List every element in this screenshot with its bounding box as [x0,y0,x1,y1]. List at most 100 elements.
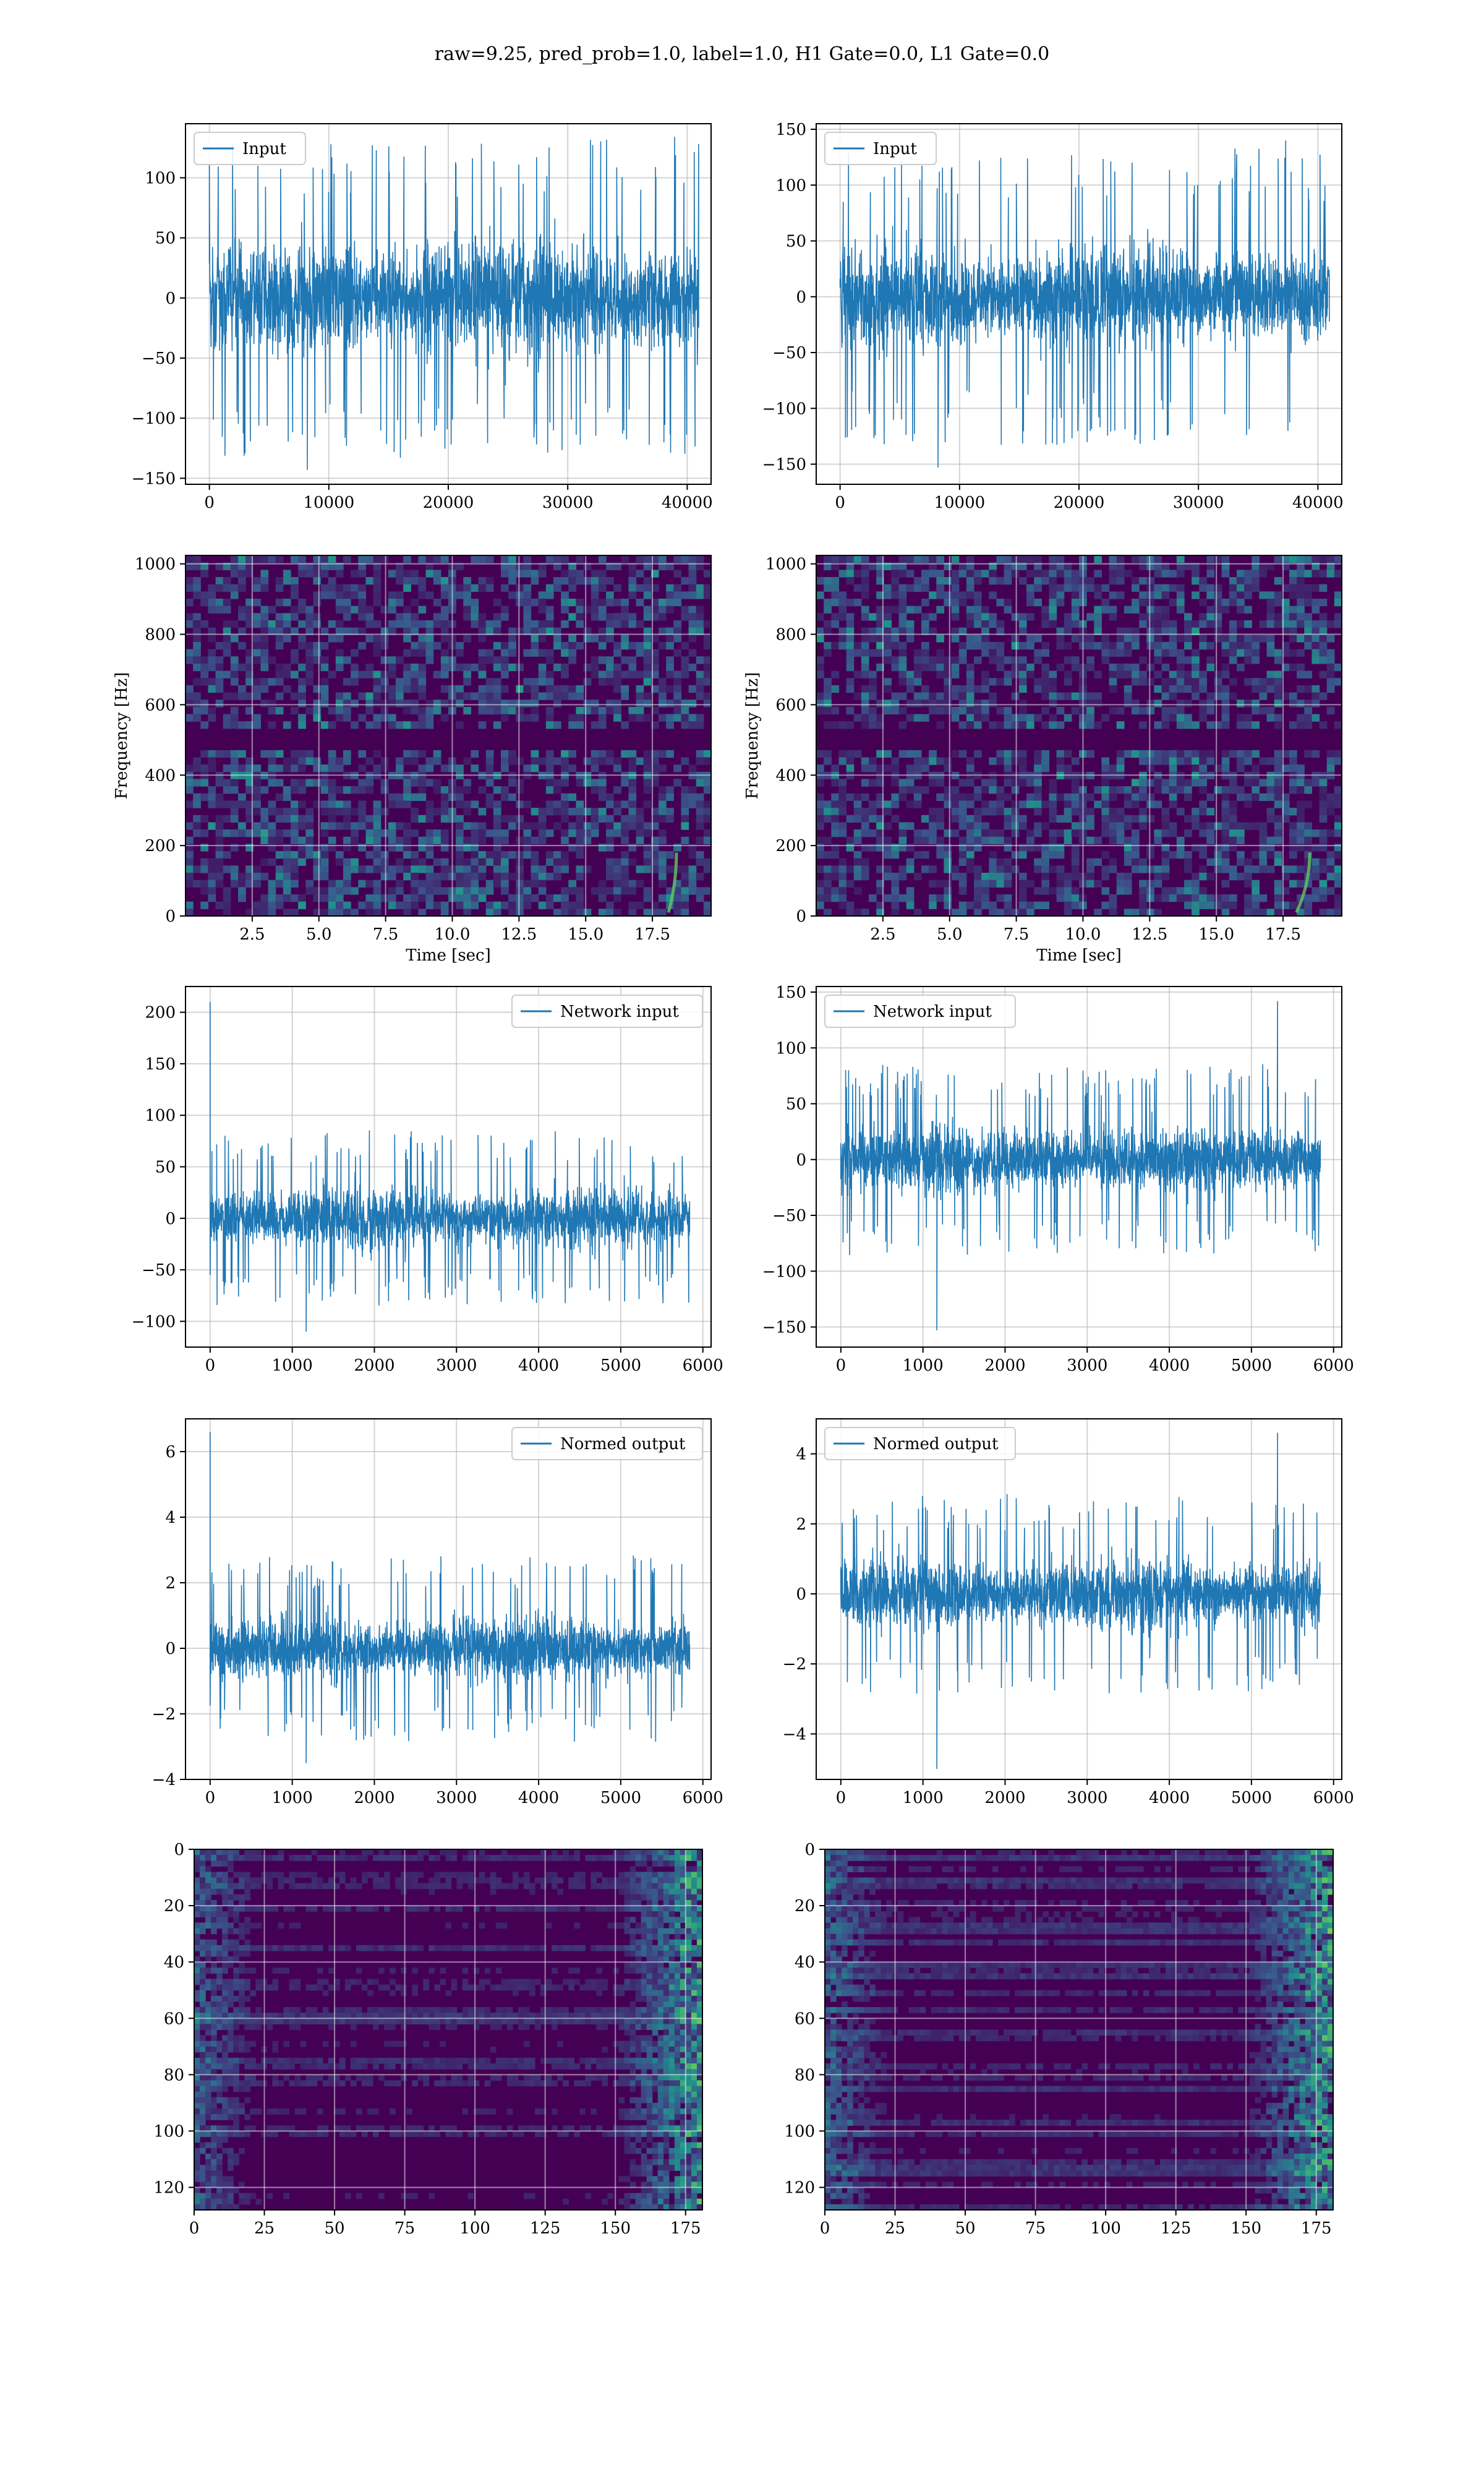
y-tick-label: 100 [145,1106,176,1125]
heatmap-cell [674,1866,681,1873]
heatmap-cell [1206,873,1215,881]
heatmap-cell [1139,894,1147,902]
heatmap-cell [215,793,224,802]
y-tick-label: 150 [145,1055,176,1074]
heatmap-cell [1199,808,1208,816]
y-tick-label: 50 [155,1158,176,1177]
heatmap-cell [680,1950,686,1957]
heatmap-cell [495,1883,502,1890]
heatmap-cell [396,764,404,773]
heatmap-cell [283,829,291,837]
heatmap-cell [1274,613,1282,621]
heatmap-cell [1034,685,1042,693]
heatmap-cell [245,670,254,678]
heatmap-cell [552,1906,558,1912]
heatmap-cell [1124,880,1132,888]
heatmap-cell [1018,757,1027,765]
heatmap-cell [411,880,419,888]
heatmap-cell [966,635,974,643]
heatmap-cell [1169,800,1177,808]
heatmap-cell [272,1855,279,1861]
heatmap-cell [613,822,621,830]
heatmap-cell [1011,663,1020,672]
heatmap-cell [936,779,945,787]
heatmap-cell [891,562,900,570]
heatmap-cell [233,1911,239,1917]
heatmap-cell [516,887,524,895]
heatmap-cell [921,570,929,578]
heatmap-cell [380,851,389,859]
heatmap-cell [1184,714,1192,722]
heatmap-cell [508,909,516,917]
heatmap-cell [239,1906,245,1912]
heatmap-cell [305,757,314,765]
heatmap-cell [553,555,561,563]
heatmap-cell [1206,613,1215,621]
heatmap-cell [974,706,982,715]
heatmap-cell [1071,591,1080,599]
heatmap-cell [936,576,945,585]
heatmap-cell [313,873,322,881]
heatmap-cell [1326,851,1335,859]
heatmap-cell [1297,635,1305,643]
heatmap-cell [523,1877,530,1884]
heatmap-cell [989,678,997,686]
heatmap-cell [1259,591,1268,599]
heatmap-cell [553,663,561,672]
heatmap-cell [186,656,194,664]
heatmap-cell [456,873,464,881]
heatmap-cell [891,880,900,888]
heatmap-cell [628,663,637,672]
heatmap-cell [440,635,449,643]
heatmap-cell [463,584,472,592]
heatmap-cell [1237,576,1245,585]
heatmap-cell [876,635,884,643]
heatmap-cell [1026,880,1034,888]
heatmap-cell [1311,627,1320,635]
heatmap-cell [643,692,652,700]
heatmap-cell [516,858,524,866]
heatmap-cell [313,685,322,693]
heatmap-cell [607,1906,614,1912]
heatmap-cell [245,663,254,672]
heatmap-cell [478,851,487,859]
heatmap-cell [298,620,306,628]
heatmap-cell [1034,901,1042,909]
heatmap-cell [523,685,532,693]
heatmap-cell [576,815,584,823]
heatmap-cell [1259,836,1268,844]
heatmap-cell [691,1866,697,1873]
heatmap-cell [629,1939,636,1946]
heatmap-cell [641,1855,647,1861]
heatmap-cell [846,836,855,844]
heatmap-cell [641,1894,647,1901]
heatmap-cell [561,894,569,902]
heatmap-cell [1244,591,1252,599]
heatmap-cell [1192,627,1200,635]
heatmap-cell [913,757,922,765]
heatmap-cell [365,815,374,823]
heatmap-cell [1154,606,1162,614]
heatmap-cell [1297,613,1305,621]
heatmap-cell [411,901,419,909]
heatmap-cell [501,750,509,758]
heatmap-cell [223,584,231,592]
heatmap-cell [621,641,629,650]
heatmap-cell [1334,570,1342,578]
heatmap-cell [540,1906,547,1912]
heatmap-cell [681,663,689,672]
heatmap-cell [245,721,254,729]
heatmap-cell [1297,649,1305,657]
heatmap-cell [1326,757,1335,765]
heatmap-cell [228,1911,234,1917]
heatmap-cell [673,635,682,643]
heatmap-cell [659,894,667,902]
heatmap-cell [358,591,367,599]
heatmap-cell [1289,649,1297,657]
heatmap-cell [576,836,584,844]
heatmap-cell [1116,670,1125,678]
heatmap-cell [493,721,501,729]
heatmap-cell [205,1917,211,1924]
heatmap-cell [1101,901,1110,909]
heatmap-cell [846,649,855,657]
